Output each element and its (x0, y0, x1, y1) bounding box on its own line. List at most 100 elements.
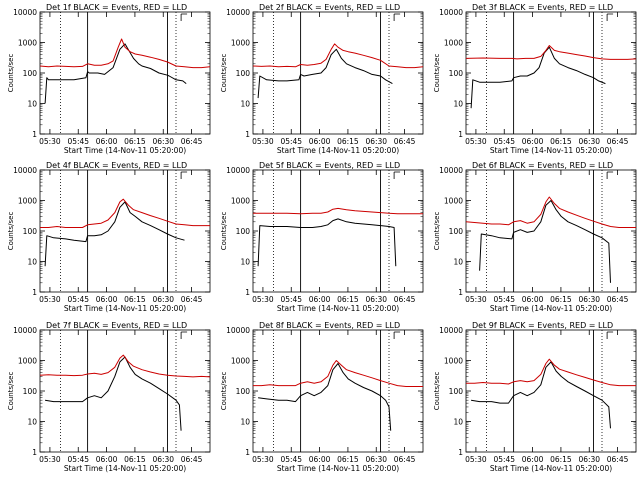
x-tick-label: 06:30 (578, 455, 600, 464)
x-tick-label: 06:30 (365, 137, 387, 146)
lld-series-line (465, 196, 636, 228)
x-tick-label: 06:15 (124, 455, 146, 464)
events-series-line (44, 43, 187, 104)
y-tick-label: 1 (458, 288, 463, 297)
bracket-marker (393, 171, 401, 179)
events-series-line (258, 363, 392, 431)
x-axis-label: Start Time (14-Nov-11 05:20:00) (64, 464, 186, 473)
panel-title: Det 1f BLACK = Events, RED = LLD (46, 3, 187, 12)
x-tick-label: 05:45 (67, 137, 89, 146)
x-tick-label: 05:30 (465, 295, 487, 304)
y-tick-label: 1000 (18, 39, 37, 48)
x-tick-label: 06:15 (337, 295, 359, 304)
y-tick-label: 100 (236, 387, 251, 396)
x-tick-label: 06:00 (96, 137, 118, 146)
bracket-marker (180, 13, 188, 21)
panel-title: Det 3f BLACK = Events, RED = LLD (472, 3, 613, 12)
y-axis-label: Counts/sec (433, 212, 441, 251)
x-tick-label: 06:30 (578, 295, 600, 304)
x-tick-label: 06:30 (365, 455, 387, 464)
y-axis-label: Counts/sec (7, 212, 15, 251)
panel-title: Det 5f BLACK = Events, RED = LLD (259, 161, 400, 170)
y-tick-label: 10000 (226, 166, 250, 175)
panel-title: Det 8f BLACK = Events, RED = LLD (259, 321, 400, 330)
y-tick-label: 1000 (444, 197, 463, 206)
y-tick-label: 10 (453, 100, 463, 109)
y-tick-label: 10000 (439, 326, 463, 335)
x-tick-label: 05:30 (39, 455, 61, 464)
events-series-line (257, 218, 397, 267)
detector-panel-4: Det 4f BLACK = Events, RED = LLD 1 10 100 10… (7, 161, 211, 313)
bracket-marker (393, 331, 401, 339)
bracket-marker (180, 171, 188, 179)
x-tick-label: 06:00 (96, 295, 118, 304)
panel-title: Det 2f BLACK = Events, RED = LLD (259, 3, 400, 12)
bracket-marker (606, 171, 614, 179)
lld-series-line (253, 360, 423, 387)
y-axis-label: Counts/sec (433, 372, 441, 411)
bracket-marker (393, 13, 401, 21)
y-tick-label: 1 (32, 288, 37, 297)
y-tick-label: 100 (449, 69, 464, 78)
x-tick-label: 06:45 (607, 455, 629, 464)
y-tick-label: 1000 (231, 357, 250, 366)
x-axis-label: Start Time (14-Nov-11 05:20:00) (277, 464, 399, 473)
x-tick-label: 05:45 (493, 137, 515, 146)
bracket-marker (606, 331, 614, 339)
lld-series-line (40, 198, 210, 228)
x-tick-label: 06:15 (550, 137, 572, 146)
y-tick-label: 10 (240, 258, 250, 267)
x-tick-label: 05:30 (252, 295, 274, 304)
detector-panel-8: Det 8f BLACK = Events, RED = LLD 1 10 100 10… (220, 321, 424, 473)
x-tick-label: 05:45 (493, 455, 515, 464)
y-tick-label: 10 (453, 258, 463, 267)
y-axis-label: Counts/sec (7, 54, 15, 93)
x-axis-label: Start Time (14-Nov-11 05:20:00) (490, 304, 612, 313)
x-tick-label: 06:30 (578, 137, 600, 146)
y-tick-label: 1000 (18, 197, 37, 206)
x-axis-label: Start Time (14-Nov-11 05:20:00) (64, 146, 186, 155)
y-tick-label: 1000 (444, 39, 463, 48)
lld-series-line (466, 358, 636, 387)
y-tick-label: 10000 (226, 326, 250, 335)
y-tick-label: 1000 (231, 39, 250, 48)
x-tick-label: 06:15 (124, 137, 146, 146)
y-axis-label: Counts/sec (7, 372, 15, 411)
x-tick-label: 06:00 (309, 295, 331, 304)
x-tick-label: 06:00 (522, 295, 544, 304)
x-tick-label: 06:00 (522, 137, 544, 146)
panel-title: Det 9f BLACK = Events, RED = LLD (472, 321, 613, 330)
x-tick-label: 05:30 (465, 455, 487, 464)
x-axis-label: Start Time (14-Nov-11 05:20:00) (64, 304, 186, 313)
events-series-line (257, 48, 393, 99)
y-tick-label: 1 (32, 130, 37, 139)
panel-title: Det 4f BLACK = Events, RED = LLD (46, 161, 187, 170)
detector-panel-1: Det 1f BLACK = Events, RED = LLD 1 10 100 10… (7, 3, 211, 155)
panel-title: Det 7f BLACK = Events, RED = LLD (46, 321, 187, 330)
y-tick-label: 1000 (231, 197, 250, 206)
x-tick-label: 06:30 (152, 137, 174, 146)
y-tick-label: 10000 (226, 8, 250, 17)
events-series-line (470, 46, 606, 109)
x-tick-label: 06:45 (181, 295, 203, 304)
events-series-line (44, 201, 185, 267)
detector-panel-5: Det 5f BLACK = Events, RED = LLD 1 10 100 10… (220, 161, 424, 313)
y-tick-label: 10 (27, 258, 37, 267)
x-tick-label: 06:45 (394, 295, 416, 304)
x-tick-label: 06:30 (152, 295, 174, 304)
x-tick-label: 06:00 (96, 455, 118, 464)
events-series-line (479, 200, 611, 283)
y-tick-label: 10000 (13, 166, 37, 175)
y-tick-label: 10 (27, 100, 37, 109)
y-tick-label: 1000 (18, 357, 37, 366)
x-tick-label: 06:45 (394, 455, 416, 464)
x-tick-label: 05:45 (280, 455, 302, 464)
y-tick-label: 100 (449, 387, 464, 396)
x-tick-label: 05:45 (493, 295, 515, 304)
x-axis-label: Start Time (14-Nov-11 05:20:00) (490, 146, 612, 155)
y-tick-label: 100 (23, 387, 38, 396)
x-axis-label: Start Time (14-Nov-11 05:20:00) (490, 464, 612, 473)
y-tick-label: 1 (32, 448, 37, 457)
x-tick-label: 05:30 (465, 137, 487, 146)
